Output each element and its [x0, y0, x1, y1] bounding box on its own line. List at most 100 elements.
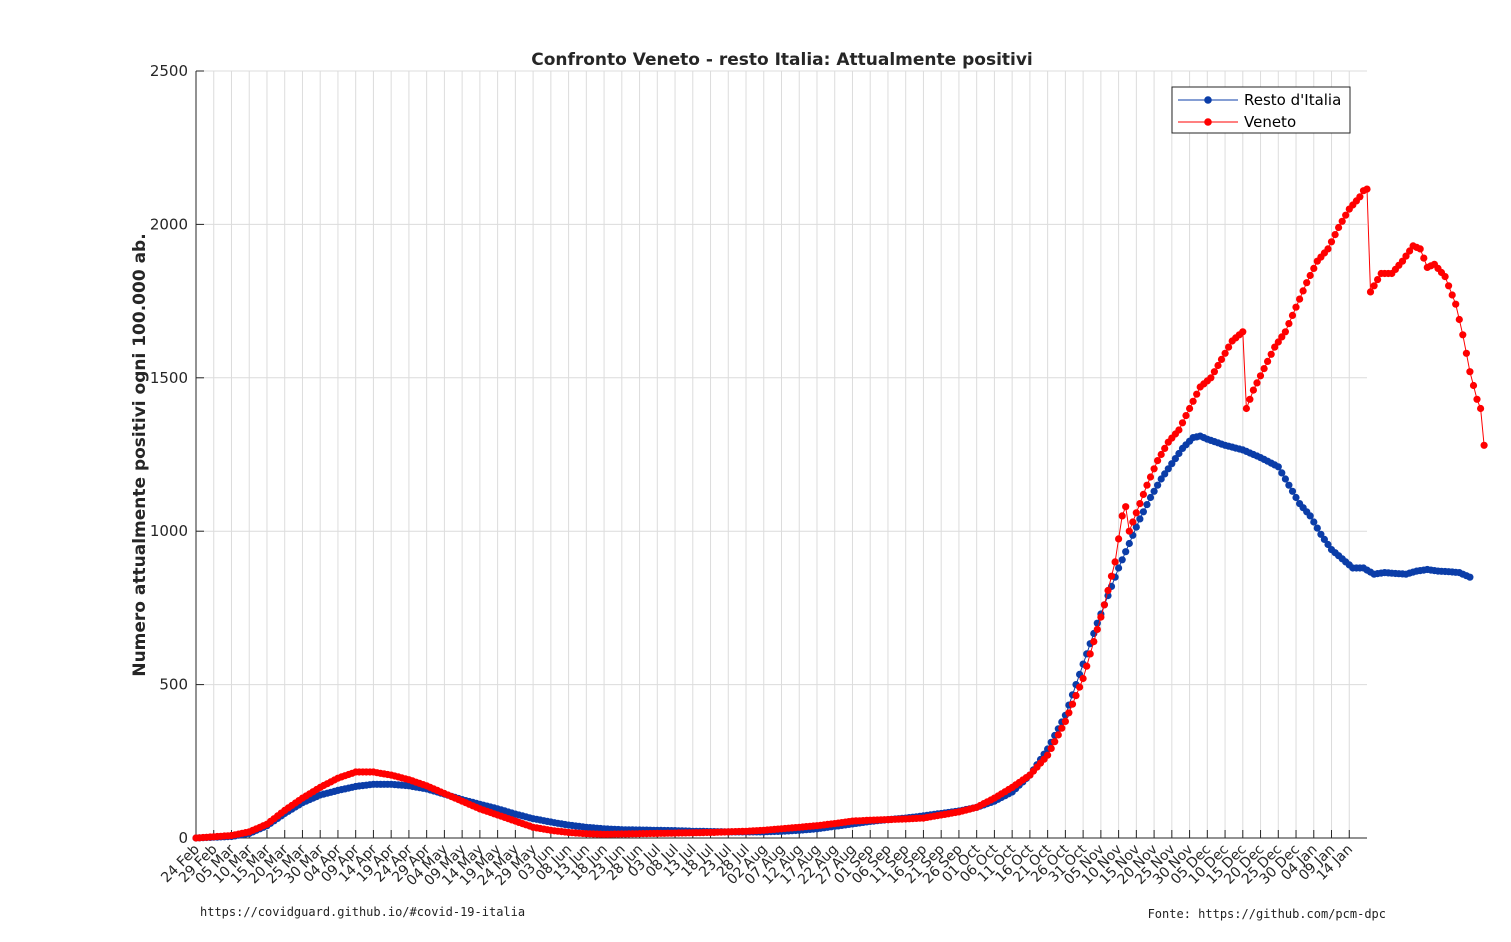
data-point — [1100, 601, 1108, 609]
data-point — [1406, 247, 1414, 255]
data-point — [1256, 372, 1265, 380]
data-point — [1278, 333, 1286, 341]
data-point — [1122, 503, 1130, 511]
data-point — [1139, 490, 1147, 498]
data-point — [1189, 397, 1197, 405]
data-point — [1065, 709, 1073, 717]
y-tick-label: 1500 — [150, 369, 188, 387]
data-point — [1366, 288, 1375, 296]
data-point — [1175, 449, 1183, 458]
data-point — [1455, 315, 1463, 324]
data-point — [1363, 185, 1371, 193]
legend-label: Resto d'Italia — [1244, 91, 1341, 109]
data-point — [1157, 475, 1165, 483]
legend-item: Veneto — [1178, 113, 1296, 131]
data-point — [1182, 412, 1190, 420]
data-point — [1079, 674, 1087, 683]
data-point — [1186, 404, 1194, 413]
data-point — [1452, 300, 1460, 308]
data-point — [1093, 625, 1101, 634]
data-point — [1207, 374, 1215, 382]
data-point — [1274, 463, 1282, 471]
data-point — [1225, 343, 1233, 351]
data-point — [1150, 487, 1158, 495]
data-point — [1267, 350, 1275, 358]
data-point — [1072, 692, 1080, 700]
data-point — [1161, 470, 1169, 478]
data-point — [1271, 343, 1279, 351]
data-point — [1320, 535, 1328, 544]
data-point — [1374, 276, 1382, 284]
legend-marker — [1204, 96, 1212, 104]
data-point — [1217, 355, 1226, 363]
data-point — [1292, 303, 1300, 311]
chart-title: Confronto Veneto - resto Italia: Attualm… — [531, 50, 1033, 70]
data-point — [1168, 460, 1176, 468]
data-point — [1118, 556, 1126, 564]
data-point — [1129, 518, 1137, 526]
chart-legend: Resto d'Italia Veneto — [1171, 86, 1351, 134]
data-point — [1296, 295, 1304, 303]
data-point — [1047, 744, 1055, 753]
data-point — [1459, 331, 1467, 339]
y-tick-label: 2500 — [150, 62, 188, 80]
data-point — [1086, 650, 1094, 658]
data-point — [1331, 231, 1339, 239]
y-axis-label: Numero attualmente positivi ogni 100.000… — [130, 233, 150, 676]
data-point — [1122, 548, 1130, 556]
data-point — [1139, 508, 1147, 516]
data-point — [1146, 473, 1155, 481]
data-point — [1402, 252, 1410, 260]
footer-source-url: https://covidguard.github.io/#covid-19-i… — [200, 905, 526, 919]
data-point — [1249, 386, 1257, 394]
data-point — [1281, 328, 1289, 336]
data-point — [1125, 539, 1133, 548]
data-point — [1214, 361, 1222, 370]
data-point — [1310, 264, 1318, 272]
chart-axes — [195, 70, 1367, 839]
y-tick-label: 500 — [159, 676, 188, 694]
data-point — [1306, 512, 1314, 520]
data-point — [1115, 564, 1123, 572]
data-point — [1115, 535, 1123, 543]
data-point — [1416, 245, 1424, 253]
data-point — [1335, 223, 1343, 232]
data-point — [1242, 404, 1250, 413]
data-point — [1171, 455, 1179, 463]
legend-item: Resto d'Italia — [1178, 91, 1341, 109]
footer-data-source: Fonte: https://github.com/pcm-dpc — [1147, 907, 1386, 921]
data-point — [1462, 349, 1470, 357]
data-point — [1299, 287, 1307, 295]
data-point — [1260, 365, 1268, 373]
y-tick-label: 0 — [178, 829, 188, 847]
data-point — [1090, 638, 1098, 646]
data-point — [1157, 450, 1165, 459]
data-point — [1317, 530, 1325, 538]
data-point — [1278, 469, 1286, 477]
data-point — [1303, 279, 1311, 287]
data-point — [1420, 254, 1428, 262]
data-point — [1473, 395, 1481, 403]
data-point — [1125, 527, 1133, 535]
data-point — [1246, 395, 1254, 403]
data-point — [1044, 751, 1052, 759]
data-point — [1342, 211, 1350, 219]
data-point — [1292, 493, 1300, 502]
chart-grid — [195, 70, 1367, 839]
data-point — [1154, 457, 1162, 465]
data-point — [1285, 320, 1293, 328]
data-point — [1288, 311, 1297, 319]
y-tick-label: 1000 — [150, 522, 188, 540]
data-point — [1143, 481, 1151, 489]
data-point — [1253, 379, 1261, 387]
data-point — [1058, 724, 1066, 732]
data-point — [1193, 390, 1201, 398]
data-point — [1076, 683, 1084, 691]
data-point — [1281, 475, 1289, 483]
data-point — [1054, 731, 1062, 739]
data-point — [1274, 338, 1282, 346]
data-point — [1310, 518, 1318, 526]
data-point — [1445, 282, 1453, 290]
